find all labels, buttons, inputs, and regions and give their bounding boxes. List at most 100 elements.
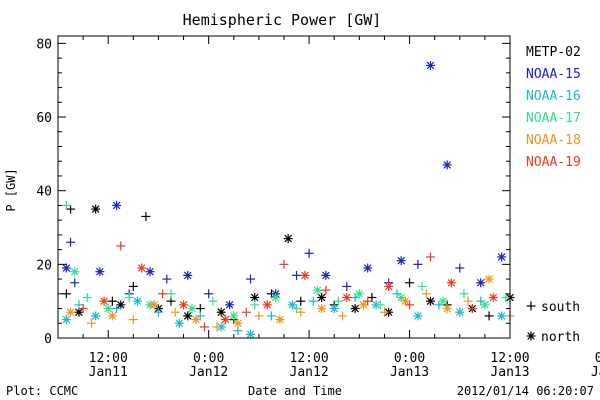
data-point-metp-02 — [484, 311, 494, 321]
data-point-metp-02 — [116, 300, 126, 310]
data-point-noaa-15 — [162, 274, 172, 284]
data-point-noaa-15 — [204, 289, 214, 299]
data-point-noaa-19 — [179, 300, 189, 310]
data-point-metp-02 — [405, 278, 415, 288]
data-point-noaa-16 — [476, 296, 486, 306]
x-tick-time: 12:00 — [290, 351, 329, 366]
data-point-metp-02 — [66, 204, 76, 214]
data-point-noaa-17 — [438, 296, 448, 306]
data-point-metp-02 — [128, 281, 138, 291]
data-point-noaa-17 — [292, 304, 302, 314]
plot-timestamp: 2012/01/14 06:20:07 — [457, 384, 594, 398]
data-point-metp-02 — [317, 292, 327, 302]
data-point-noaa-18 — [170, 307, 180, 317]
data-point-noaa-15 — [455, 263, 465, 273]
data-point-noaa-16 — [287, 300, 297, 310]
x-tick-date: Jan13 — [390, 365, 429, 380]
y-tick-label: 40 — [36, 185, 52, 200]
legend-symbol-south — [526, 301, 536, 311]
data-point-metp-02 — [367, 292, 377, 302]
data-point-noaa-19 — [241, 307, 251, 317]
data-point-metp-02 — [350, 304, 360, 314]
data-point-noaa-19 — [300, 270, 310, 280]
data-point-noaa-18 — [421, 289, 431, 299]
data-point-noaa-19 — [116, 241, 126, 251]
data-point-noaa-17 — [250, 300, 260, 310]
data-point-noaa-16 — [413, 311, 423, 321]
data-point-metp-02 — [61, 289, 71, 299]
data-point-noaa-16 — [91, 311, 101, 321]
data-point-noaa-17 — [501, 292, 511, 302]
data-point-noaa-15 — [246, 274, 256, 284]
data-point-noaa-19 — [321, 285, 331, 295]
data-point-noaa-16 — [61, 315, 71, 325]
data-point-noaa-17 — [82, 292, 92, 302]
data-point-noaa-18 — [338, 311, 348, 321]
x-tick-time: 12:00 — [89, 351, 128, 366]
data-point-noaa-19 — [425, 252, 435, 262]
data-point-noaa-18 — [86, 318, 96, 328]
data-point-noaa-18 — [254, 311, 264, 321]
data-point-noaa-15 — [442, 160, 452, 170]
y-tick-label: 80 — [36, 37, 52, 52]
data-point-noaa-15 — [225, 300, 235, 310]
data-point-noaa-18 — [107, 311, 117, 321]
data-point-noaa-17 — [354, 289, 364, 299]
data-point-noaa-16 — [308, 296, 318, 306]
data-point-noaa-19 — [488, 292, 498, 302]
data-point-metp-02 — [283, 234, 293, 244]
data-point-noaa-15 — [95, 267, 105, 277]
data-point-noaa-16 — [350, 292, 360, 302]
data-point-noaa-15 — [61, 263, 71, 273]
data-point-noaa-17 — [103, 304, 113, 314]
legend-series-label: NOAA-16 — [526, 89, 581, 104]
data-point-noaa-16 — [392, 289, 402, 299]
data-point-noaa-16 — [74, 300, 84, 310]
data-point-noaa-17 — [166, 289, 176, 299]
data-point-noaa-18 — [442, 304, 452, 314]
data-point-metp-02 — [91, 204, 101, 214]
data-point-noaa-18 — [212, 322, 222, 332]
x-axis-label: Date and Time — [248, 384, 342, 398]
data-point-noaa-16 — [266, 311, 276, 321]
data-point-noaa-18 — [191, 315, 201, 325]
data-point-metp-02 — [425, 296, 435, 306]
data-point-noaa-17 — [312, 285, 322, 295]
data-point-noaa-17 — [208, 296, 218, 306]
y-axis-label: P [GW] — [4, 168, 18, 211]
legend-series-label: NOAA-18 — [526, 133, 581, 148]
legend-series-label: NOAA-15 — [526, 67, 581, 82]
data-point-noaa-19 — [342, 292, 352, 302]
data-point-noaa-19 — [220, 315, 230, 325]
legend-symbol-label: north — [541, 330, 580, 345]
legend-series-label: METP-02 — [526, 45, 581, 60]
data-point-noaa-17 — [61, 200, 71, 210]
x-tick-date: Jan12 — [189, 365, 228, 380]
data-point-noaa-16 — [153, 307, 163, 317]
data-point-noaa-19 — [384, 281, 394, 291]
data-point-noaa-15 — [342, 281, 352, 291]
data-point-noaa-19 — [158, 289, 168, 299]
data-point-noaa-18 — [400, 296, 410, 306]
data-point-noaa-15 — [413, 259, 423, 269]
data-point-noaa-18 — [128, 315, 138, 325]
x-tick-date: Jan13 — [490, 365, 529, 380]
data-point-noaa-17 — [271, 292, 281, 302]
data-point-noaa-19 — [363, 296, 373, 306]
data-point-noaa-15 — [183, 270, 193, 280]
data-point-noaa-18 — [66, 307, 76, 317]
x-tick-time: 12:00 — [490, 351, 529, 366]
x-tick-time: 0:00 — [193, 351, 224, 366]
data-point-metp-02 — [183, 311, 193, 321]
data-point-noaa-15 — [363, 263, 373, 273]
data-point-noaa-17 — [70, 267, 80, 277]
legend-series-label: NOAA-17 — [526, 111, 581, 126]
legend-series-label: NOAA-19 — [526, 155, 581, 170]
chart-title: Hemispheric Power [GW] — [183, 11, 382, 29]
data-point-noaa-15 — [425, 60, 435, 70]
data-point-noaa-16 — [112, 304, 122, 314]
data-point-noaa-17 — [333, 296, 343, 306]
y-tick-label: 0 — [44, 332, 52, 347]
data-point-noaa-15 — [66, 237, 76, 247]
